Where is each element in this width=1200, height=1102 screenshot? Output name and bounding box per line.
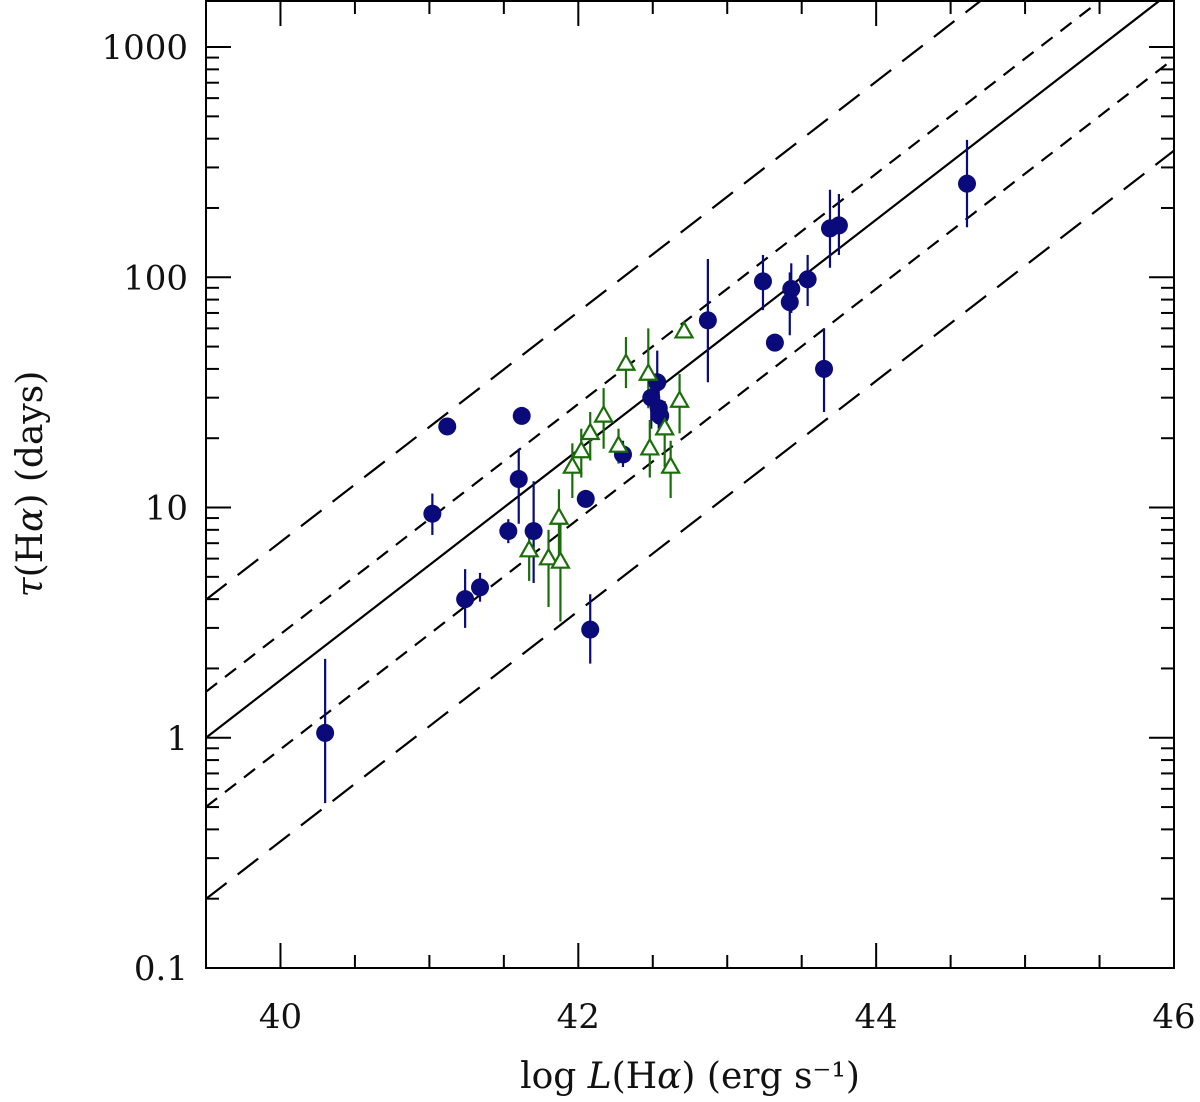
y-tick-label-10: 10 [145, 489, 188, 529]
circle-point-10 [581, 620, 600, 639]
x-tick-label-42: 42 [557, 997, 600, 1037]
circle-point-1 [423, 504, 442, 523]
y-tick-label-100: 100 [123, 258, 188, 298]
triangle-point-10 [637, 362, 659, 381]
relation-line-plus-1-sigma [206, 1, 1102, 693]
triangle-point-12 [654, 417, 676, 436]
relation-line-minus-2-sigma [206, 149, 1174, 900]
triangle-point-14 [669, 389, 690, 408]
x-tick-label-46: 46 [1152, 997, 1195, 1037]
y-tick-label-0.1: 0.1 [134, 949, 188, 989]
circle-point-8 [524, 522, 543, 541]
triangle-point-0 [518, 539, 540, 558]
relation-line-best-fit [206, 1, 1161, 739]
circle-point-2 [438, 417, 457, 436]
circle-point-20 [782, 279, 801, 298]
circle-point-17 [753, 272, 772, 291]
y-axis-label: τ(Hα) (days) [10, 371, 51, 598]
triangle-point-3 [550, 550, 571, 569]
x-axis-label: log L(Hα) (erg s⁻¹) [520, 1056, 860, 1097]
triangle-point-4 [561, 455, 583, 474]
circle-point-19 [780, 293, 799, 312]
circle-point-6 [509, 470, 528, 489]
triangle-point-2 [548, 506, 570, 525]
circle-point-16 [698, 311, 717, 330]
triangle-point-8 [608, 434, 629, 453]
data-markers [316, 174, 976, 742]
x-tick-label-40: 40 [259, 997, 302, 1037]
relation-lines [206, 1, 1174, 900]
circle-point-7 [512, 406, 531, 425]
axis-ticks [205, 1, 1175, 969]
error-bars [324, 139, 969, 804]
relation-line-plus-2-sigma [206, 1, 983, 601]
circle-point-9 [576, 489, 595, 508]
y-tick-label-1000: 1000 [101, 28, 188, 68]
circle-point-21 [798, 270, 817, 289]
triangle-point-6 [579, 421, 601, 441]
triangle-point-9 [615, 352, 637, 371]
circle-point-5 [499, 522, 518, 541]
circle-point-25 [957, 174, 976, 193]
triangle-point-7 [593, 404, 615, 423]
triangle-point-5 [570, 440, 592, 459]
triangle-point-15 [673, 320, 695, 339]
triangle-point-11 [639, 437, 661, 456]
triangle-point-1 [538, 547, 559, 566]
circle-point-18 [765, 333, 784, 352]
triangle-point-13 [660, 455, 682, 474]
tick-labels: 40 42 44 46 0.1 1 10 100 1000 [101, 28, 1195, 1037]
circle-point-3 [456, 590, 475, 609]
circle-point-0 [316, 723, 335, 742]
plot-frame [205, 0, 1175, 969]
circle-point-22 [815, 359, 834, 378]
relation-line-minus-1-sigma [206, 57, 1174, 808]
circle-point-24 [829, 216, 848, 235]
x-tick-label-44: 44 [855, 997, 898, 1037]
circle-point-4 [471, 578, 490, 597]
y-tick-label-1: 1 [166, 719, 188, 759]
